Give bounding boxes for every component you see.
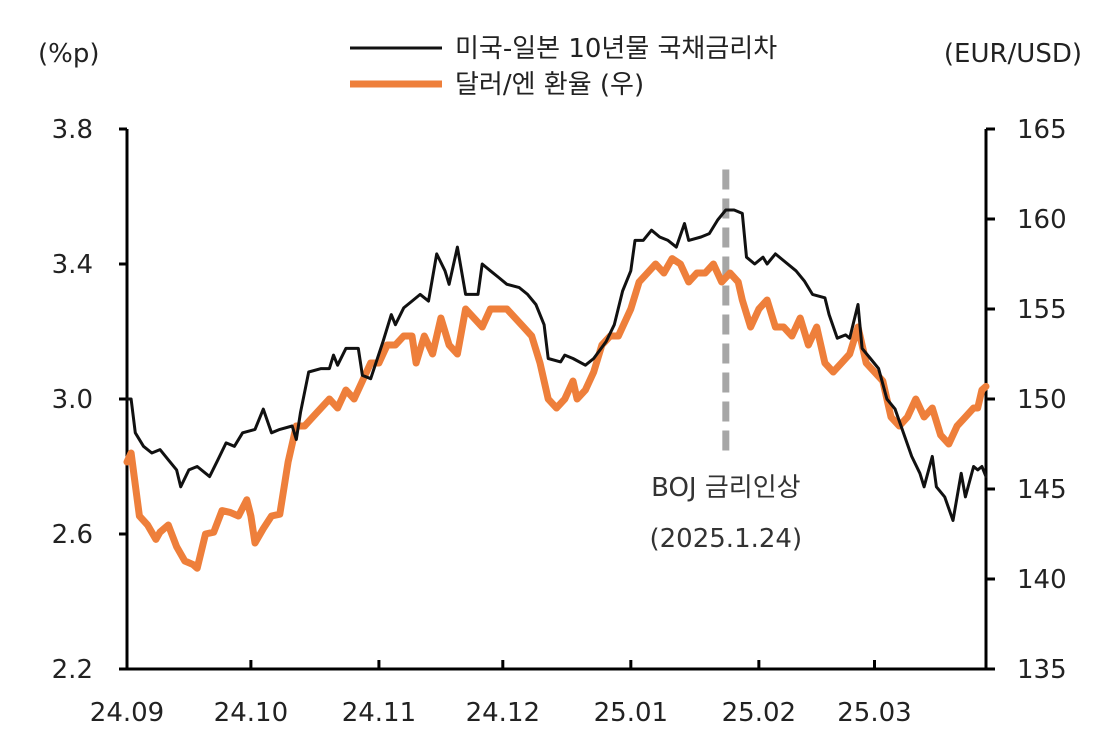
x-tick-label: 24.11 bbox=[342, 698, 416, 728]
boj-hike-date: (2025.1.24) bbox=[650, 524, 803, 554]
series-line-usdjpy bbox=[123, 255, 990, 572]
series-layer bbox=[123, 208, 990, 572]
x-tick-label: 25.01 bbox=[594, 698, 668, 728]
left-tick-label: 3.4 bbox=[52, 250, 93, 280]
legend-label-yield-spread: 미국-일본 10년물 국채금리차 bbox=[455, 34, 777, 64]
boj-hike-label: BOJ 금리인상 bbox=[651, 473, 800, 503]
right-axis-unit: (EUR/USD) bbox=[944, 39, 1082, 69]
right-tick-label: 165 bbox=[1017, 115, 1067, 145]
left-axis-unit: (%p) bbox=[38, 39, 100, 69]
x-tick-label: 24.12 bbox=[466, 698, 540, 728]
series-line-yield-spread bbox=[125, 208, 988, 522]
right-tick-label: 155 bbox=[1017, 295, 1067, 325]
x-tick-label: 24.09 bbox=[90, 698, 164, 728]
x-tick-label: 24.10 bbox=[214, 698, 288, 728]
right-tick-label: 135 bbox=[1017, 655, 1067, 685]
right-tick-label: 145 bbox=[1017, 475, 1067, 505]
right-tick-label: 160 bbox=[1017, 205, 1067, 235]
left-tick-label: 2.6 bbox=[52, 520, 93, 550]
legend-label-usdjpy: 달러/엔 환율 (우) bbox=[455, 70, 644, 100]
legend: 미국-일본 10년물 국채금리차 달러/엔 환율 (우) bbox=[350, 34, 777, 100]
annotation-layer: BOJ 금리인상 (2025.1.24) bbox=[650, 169, 803, 554]
axes: 2.2 2.6 3.0 3.4 3.8 135 140 145 150 155 160 165 24.0… bbox=[52, 115, 1067, 728]
x-tick-label: 25.02 bbox=[722, 698, 796, 728]
x-tick-label: 25.03 bbox=[837, 698, 911, 728]
right-tick-label: 150 bbox=[1017, 385, 1067, 415]
left-tick-label: 2.2 bbox=[52, 655, 93, 685]
left-tick-label: 3.0 bbox=[52, 385, 93, 415]
right-tick-label: 140 bbox=[1017, 565, 1067, 595]
left-tick-label: 3.8 bbox=[52, 115, 93, 145]
